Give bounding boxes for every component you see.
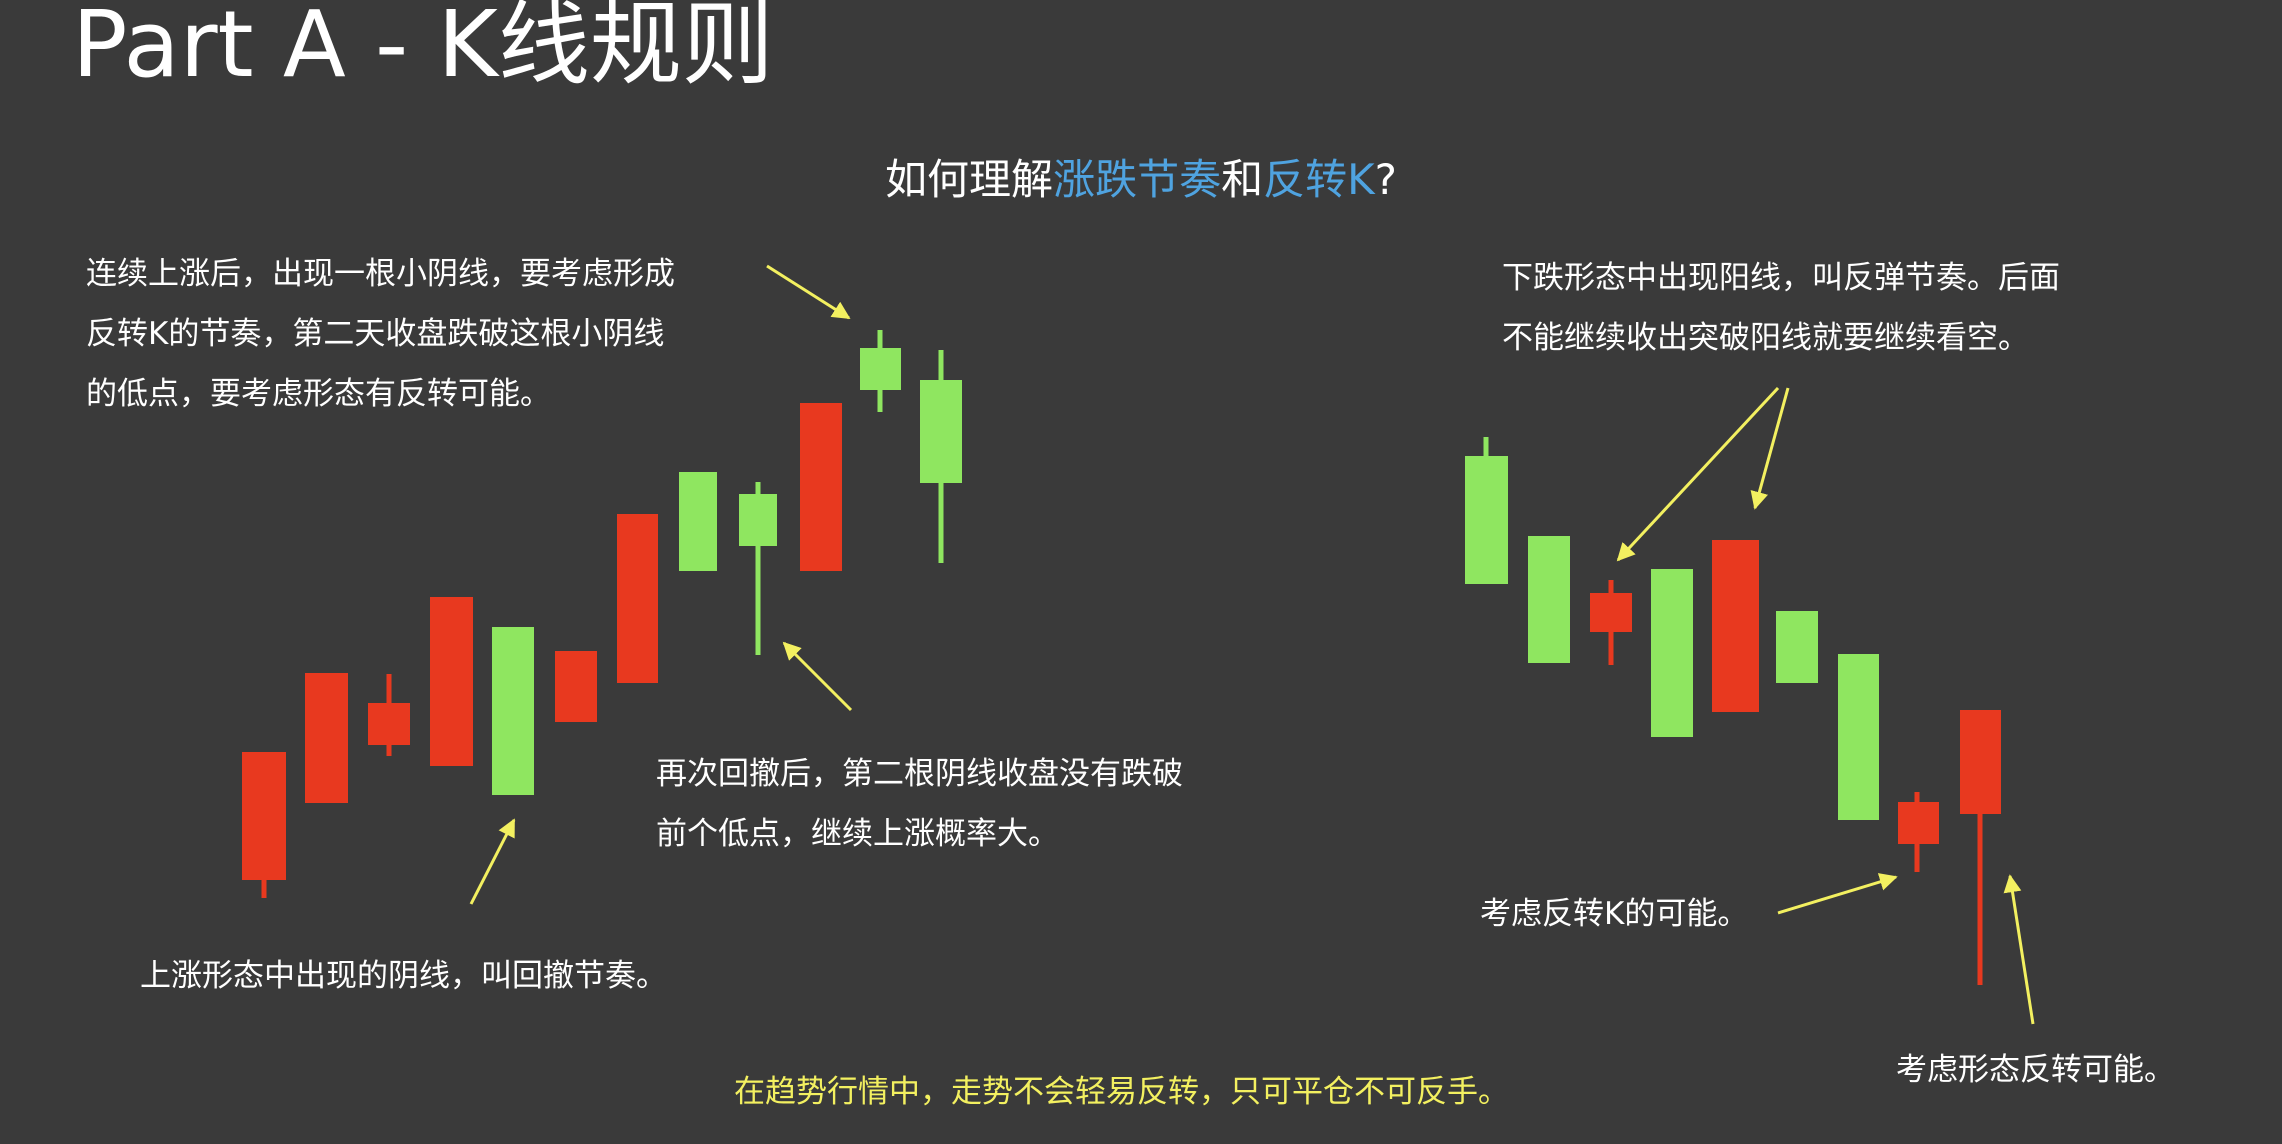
candle-bearish [679, 472, 717, 571]
note-line: 的低点，要考虑形态有反转可能。 [86, 376, 551, 412]
downtrend-candles [1465, 437, 2001, 985]
candle-bullish [800, 403, 842, 571]
note-line: 考虑反转K的可能。 [1480, 896, 1749, 932]
arrow-to-pattern-reversal [2003, 874, 2035, 1025]
note-line: 连续上涨后，出现一根小阴线，要考虑形成 [86, 256, 675, 292]
candle-bearish [860, 330, 901, 412]
candle-bearish [1776, 611, 1818, 683]
candle-bearish [492, 627, 534, 795]
note-bottom-left: 上涨形态中出现的阴线，叫回撤节奏。 [140, 946, 667, 1006]
note-line: 反转K的节奏，第二天收盘跌破这根小阴线 [86, 316, 665, 352]
candle-bearish [1465, 437, 1508, 584]
candle-bullish [368, 674, 410, 756]
candle-bearish [1651, 569, 1693, 737]
subtitle-question-mark: ? [1374, 155, 1397, 204]
subtitle-highlight-reversal: 反转K [1263, 155, 1375, 204]
note-top-right: 下跌形态中出现阳线，叫反弹节奏。后面 不能继续收出突破阳线就要继续看空。 [1502, 248, 2060, 368]
arrow-to-pullback [469, 818, 516, 905]
page-title: Part A - K线规则 [72, 0, 774, 98]
candle-bullish [1898, 792, 1939, 872]
candle-bullish [430, 597, 473, 766]
note-top-left: 连续上涨后，出现一根小阴线，要考虑形成 反转K的节奏，第二天收盘跌破这根小阴线 … [86, 244, 675, 424]
candle-bullish [1960, 710, 2001, 985]
uptrend-candles [242, 330, 962, 898]
arrow-to-small-bearish [766, 264, 851, 320]
candle-bearish [920, 350, 962, 563]
subtitle-highlight-rhythm: 涨跌节奏 [1053, 155, 1222, 204]
candle-bullish [555, 651, 597, 722]
arrow-to-rebound-1 [1616, 386, 1780, 562]
note-line: 下跌形态中出现阳线，叫反弹节奏。后面 [1502, 260, 2060, 296]
candle-bullish [1590, 580, 1632, 665]
note-line: 上涨形态中出现的阴线，叫回撤节奏。 [140, 958, 667, 994]
footer-conclusion: 在趋势行情中，走势不会轻易反转，只可平仓不可反手。 [734, 1074, 1509, 1110]
note-line: 前个低点，继续上涨概率大。 [656, 816, 1059, 852]
candle-bearish [1528, 536, 1570, 663]
note-reversal-k: 考虑反转K的可能。 [1480, 884, 1748, 944]
annotation-arrows [469, 264, 2035, 1025]
note-line: 再次回撤后，第二根阴线收盘没有跌破 [656, 756, 1183, 792]
candle-bullish [1712, 540, 1759, 712]
subtitle: 如何理解涨跌节奏和反转K? [0, 146, 2282, 207]
arrow-to-reversal-k [1777, 873, 1898, 915]
note-line: 考虑形态反转可能。 [1896, 1052, 2175, 1088]
subtitle-conjunction: 和 [1221, 155, 1264, 204]
subtitle-prefix: 如何理解 [885, 155, 1054, 204]
candle-bearish [739, 482, 777, 655]
candle-bullish [242, 752, 286, 898]
note-pattern-reversal: 考虑形态反转可能。 [1896, 1040, 2175, 1100]
candle-bullish [305, 673, 348, 803]
candle-bullish [617, 514, 658, 683]
arrow-to-rebound-2 [1750, 387, 1790, 510]
note-middle: 再次回撤后，第二根阴线收盘没有跌破 前个低点，继续上涨概率大。 [656, 744, 1183, 864]
candle-bearish [1838, 654, 1879, 820]
arrow-to-second-bearish [782, 641, 853, 712]
note-line: 不能继续收出突破阳线就要继续看空。 [1502, 320, 2029, 356]
